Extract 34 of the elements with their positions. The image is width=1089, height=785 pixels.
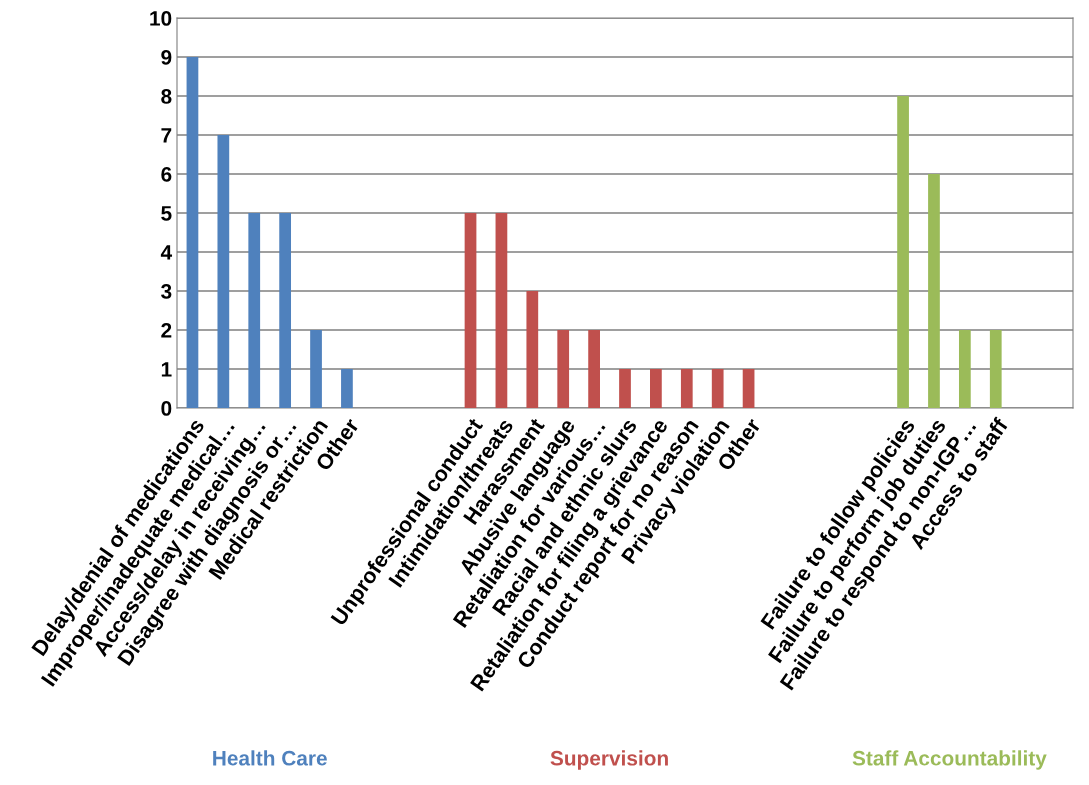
y-tick-label: 9 <box>161 50 172 65</box>
bar <box>742 369 755 408</box>
bar <box>711 369 724 408</box>
bar <box>526 291 539 408</box>
y-tick-label: 4 <box>160 245 173 260</box>
bar <box>588 330 600 408</box>
bar <box>495 213 508 408</box>
y-tick-label: 0 <box>161 401 172 416</box>
y-tick-label: 8 <box>161 89 172 104</box>
bar <box>557 330 570 408</box>
bar <box>958 330 971 408</box>
bar <box>897 96 909 408</box>
bar <box>248 213 261 408</box>
bar <box>341 369 353 408</box>
bar <box>310 330 322 408</box>
text: Staff Accountability <box>852 750 1047 770</box>
y-tick-label: 1 <box>161 362 172 377</box>
y-tick-label: 7 <box>161 128 172 143</box>
y-tick-label: 2 <box>161 323 172 338</box>
bar <box>680 369 693 408</box>
bar <box>650 369 662 408</box>
y-tick-label: 10 <box>150 11 172 26</box>
bar <box>619 369 631 408</box>
text: Supervision <box>550 750 668 770</box>
y-tick-label: 5 <box>161 206 172 221</box>
text: Health Care <box>213 750 327 766</box>
bar <box>186 57 199 408</box>
bar <box>928 174 940 408</box>
bar <box>989 330 1002 408</box>
y-tick-label: 3 <box>161 284 172 299</box>
bar <box>217 135 230 408</box>
y-tick-label: 6 <box>161 167 172 182</box>
bar <box>464 213 477 408</box>
bar <box>279 213 292 408</box>
